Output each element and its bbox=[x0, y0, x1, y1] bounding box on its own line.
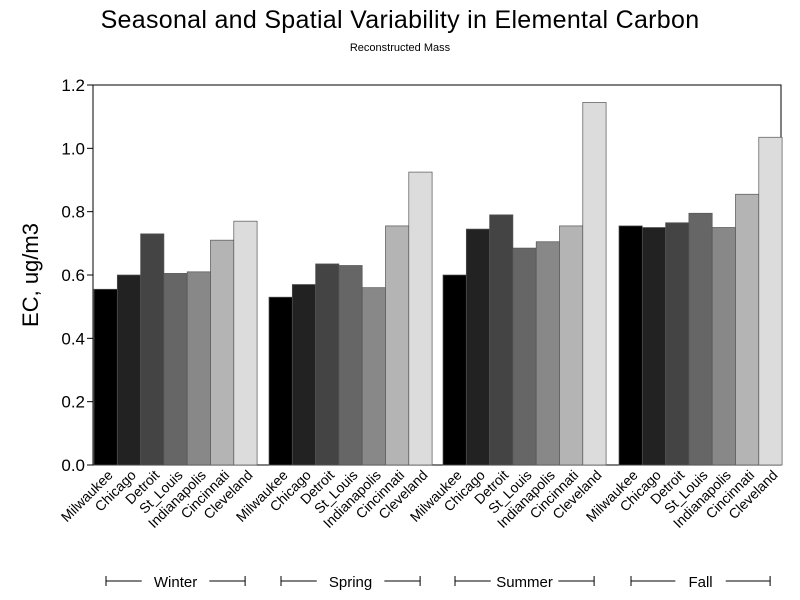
group-label: Spring bbox=[329, 574, 372, 591]
y-tick-label: 0.8 bbox=[61, 203, 85, 222]
bar bbox=[735, 193, 760, 466]
bar bbox=[618, 225, 643, 466]
chart-title: Seasonal and Spatial Variability in Elem… bbox=[100, 6, 700, 34]
group-label: Summer bbox=[496, 574, 553, 591]
bar bbox=[465, 228, 490, 466]
bar bbox=[338, 265, 363, 466]
y-tick-label: 0.6 bbox=[61, 266, 85, 285]
bar bbox=[711, 227, 736, 466]
bar bbox=[442, 274, 467, 466]
bar bbox=[688, 212, 713, 466]
y-tick-label: 0.0 bbox=[61, 456, 85, 475]
bar bbox=[116, 274, 141, 466]
bar bbox=[163, 273, 188, 466]
bar bbox=[140, 233, 165, 466]
bar bbox=[559, 225, 584, 466]
bar bbox=[210, 239, 235, 466]
bar bbox=[315, 263, 340, 466]
bar bbox=[291, 284, 316, 466]
bar bbox=[186, 271, 211, 466]
bar bbox=[665, 222, 690, 466]
y-tick-label: 1.2 bbox=[61, 76, 85, 95]
bar bbox=[489, 214, 514, 466]
y-tick-label: 0.2 bbox=[61, 393, 85, 412]
bar bbox=[758, 136, 783, 466]
y-tick-label: 1.0 bbox=[61, 139, 85, 158]
group-label: Fall bbox=[688, 574, 712, 591]
bar bbox=[385, 225, 410, 466]
y-tick-label: 0.4 bbox=[61, 329, 85, 348]
bar bbox=[641, 227, 666, 466]
bar bbox=[408, 171, 433, 466]
group-label: Winter bbox=[154, 574, 197, 591]
bar bbox=[361, 287, 386, 466]
bar bbox=[268, 296, 293, 466]
bar bbox=[512, 247, 537, 466]
bar bbox=[582, 102, 607, 466]
y-axis-label: EC, ug/m3 bbox=[18, 223, 43, 327]
bar bbox=[535, 241, 560, 466]
bar bbox=[93, 288, 118, 466]
bar bbox=[233, 220, 258, 466]
chart-subtitle: Reconstructed Mass bbox=[349, 42, 451, 54]
